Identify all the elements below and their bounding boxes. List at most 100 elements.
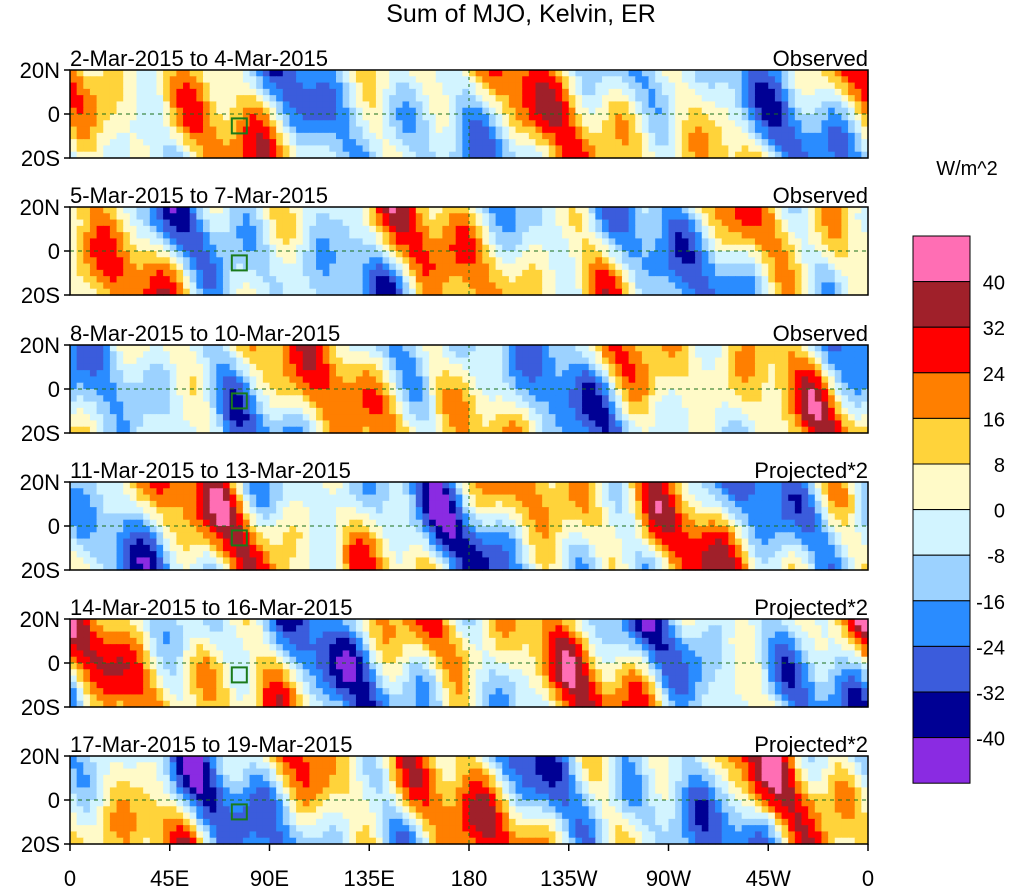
heatmap-cell [701, 225, 709, 233]
heatmap-cell [469, 95, 477, 103]
heatmap-cell [402, 420, 410, 428]
heatmap-cell [834, 414, 842, 422]
heatmap-cell [848, 420, 856, 428]
heatmap-cell [302, 95, 310, 103]
heatmap-cell [595, 282, 603, 290]
heatmap-cell [668, 145, 676, 153]
heatmap-cell [502, 107, 510, 115]
heatmap-cell [628, 101, 636, 109]
heatmap-cell [595, 414, 603, 422]
heatmap-cell [96, 70, 104, 77]
heatmap-cell [422, 263, 430, 271]
heatmap-cell [362, 244, 370, 252]
heatmap-cell [229, 269, 237, 277]
heatmap-cell [735, 420, 743, 428]
heatmap-cell [761, 269, 769, 277]
heatmap-cell [329, 88, 337, 96]
heatmap-cell [515, 101, 523, 109]
heatmap-cell [429, 107, 437, 115]
heatmap-cell [183, 88, 191, 96]
heatmap-cell [801, 351, 809, 359]
heatmap-cell [715, 244, 723, 252]
heatmap-cell [349, 251, 357, 258]
heatmap-cell [469, 420, 477, 428]
heatmap-cell [568, 232, 576, 240]
heatmap-cell [349, 88, 357, 96]
heatmap-cell [96, 76, 104, 84]
heatmap-cell [349, 238, 357, 246]
heatmap-cell [189, 407, 197, 415]
heatmap-cell [289, 88, 297, 96]
heatmap-cell [848, 95, 856, 103]
heatmap-cell [834, 263, 842, 271]
heatmap-cell [415, 263, 424, 271]
heatmap-cell [282, 395, 291, 403]
heatmap-cell [355, 257, 364, 265]
heatmap-cell [89, 76, 98, 84]
heatmap-cell [375, 251, 384, 258]
heatmap-cell [329, 207, 337, 214]
heatmap-cell [575, 95, 583, 103]
heatmap-cell [608, 145, 616, 153]
heatmap-cell [382, 219, 390, 227]
heatmap-cell [442, 132, 450, 140]
heatmap-cell [754, 107, 763, 115]
heatmap-cell [562, 70, 570, 77]
heatmap-cell [236, 414, 244, 422]
heatmap-cell [668, 232, 676, 240]
heatmap-cell [655, 101, 663, 109]
heatmap-cell [342, 120, 350, 128]
heatmap-cell [316, 232, 324, 240]
heatmap-cell [442, 263, 450, 271]
heatmap-cell [276, 282, 284, 290]
heatmap-cell [375, 225, 384, 233]
heatmap-cell [735, 225, 743, 233]
heatmap-cell [814, 251, 823, 258]
heatmap-cell [741, 370, 749, 378]
heatmap-cell [249, 263, 257, 271]
heatmap-cell [289, 101, 297, 109]
heatmap-cell [741, 407, 749, 415]
heatmap-cell [688, 139, 696, 147]
heatmap-cell [242, 238, 251, 246]
heatmap-cell [156, 382, 164, 390]
heatmap-cell [89, 126, 98, 134]
heatmap-cell [136, 95, 144, 103]
heatmap-cell [362, 107, 370, 115]
heatmap-cell [655, 82, 663, 90]
heatmap-cell [369, 114, 377, 121]
heatmap-cell [688, 101, 696, 109]
heatmap-cell [522, 76, 530, 84]
heatmap-cell [189, 114, 197, 121]
heatmap-cell [502, 232, 510, 240]
heatmap-cell [355, 426, 364, 434]
heatmap-cell [608, 382, 616, 390]
heatmap-cell [668, 370, 676, 378]
heatmap-cell [156, 401, 164, 409]
heatmap-cell [329, 126, 337, 134]
heatmap-cell [568, 139, 576, 147]
heatmap-cell [582, 395, 590, 403]
heatmap-cell [395, 357, 404, 365]
heatmap-cell [316, 107, 324, 115]
heatmap-cell [555, 244, 563, 252]
heatmap-cell [136, 225, 144, 233]
heatmap-cell [668, 88, 676, 96]
heatmap-cell [508, 107, 517, 115]
heatmap-cell [149, 282, 158, 290]
heatmap-cell [761, 114, 769, 121]
heatmap-cell [382, 407, 390, 415]
heatmap-cell [608, 225, 616, 233]
heatmap-cell [488, 126, 497, 134]
heatmap-cell [768, 257, 776, 265]
heatmap-cell [342, 151, 350, 159]
heatmap-cell [608, 238, 616, 246]
heatmap-cell [216, 382, 224, 390]
heatmap-cell [289, 120, 297, 128]
heatmap-cell [415, 407, 424, 415]
heatmap-cell [834, 407, 842, 415]
heatmap-cell [169, 414, 177, 422]
heatmap-cell [708, 101, 716, 109]
heatmap-cell [615, 363, 623, 371]
heatmap-cell [635, 401, 643, 409]
